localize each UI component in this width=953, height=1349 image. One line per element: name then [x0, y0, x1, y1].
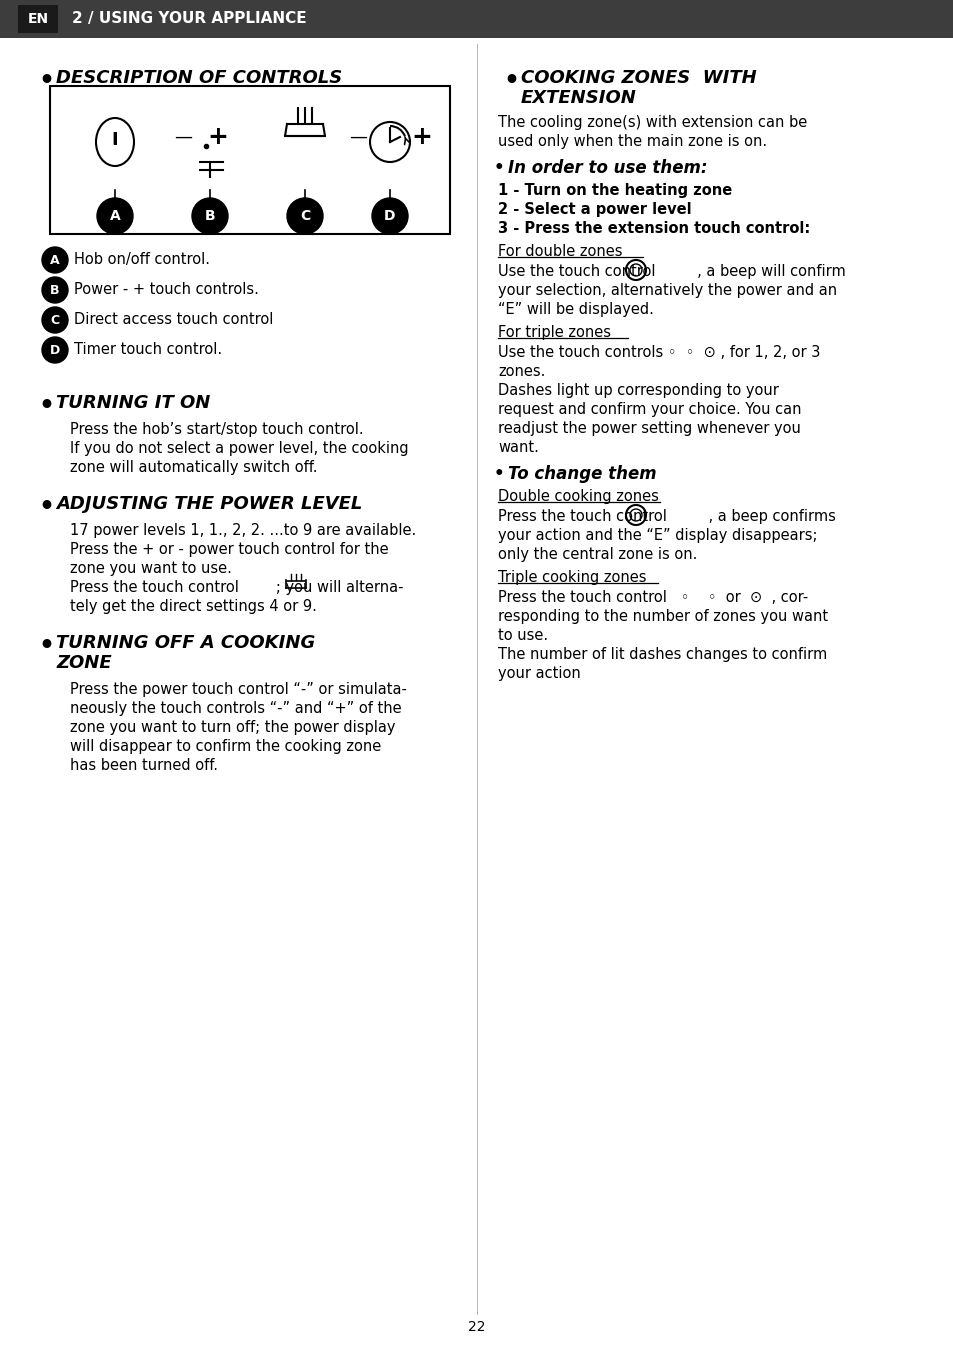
Circle shape — [42, 308, 68, 333]
Text: —: — — [349, 128, 367, 146]
Circle shape — [192, 198, 228, 233]
Text: readjust the power setting whenever you: readjust the power setting whenever you — [497, 421, 800, 436]
Text: Triple cooking zones: Triple cooking zones — [497, 571, 651, 585]
Text: The cooling zone(s) with extension can be: The cooling zone(s) with extension can b… — [497, 115, 806, 130]
Text: C: C — [299, 209, 310, 223]
Text: zones.: zones. — [497, 364, 545, 379]
Text: 2 / USING YOUR APPLIANCE: 2 / USING YOUR APPLIANCE — [71, 12, 306, 27]
Text: Double cooking zones: Double cooking zones — [497, 488, 659, 505]
Text: B: B — [205, 209, 215, 223]
Text: •: • — [494, 159, 504, 177]
Text: Direct access touch control: Direct access touch control — [74, 312, 274, 326]
Text: 3 - Press the extension touch control:: 3 - Press the extension touch control: — [497, 221, 809, 236]
Text: Dashes light up corresponding to your: Dashes light up corresponding to your — [497, 383, 778, 398]
Text: For double zones: For double zones — [497, 244, 622, 259]
Text: ADJUSTING THE POWER LEVEL: ADJUSTING THE POWER LEVEL — [56, 495, 362, 513]
Text: to use.: to use. — [497, 629, 548, 643]
Text: 1 - Turn on the heating zone: 1 - Turn on the heating zone — [497, 183, 732, 198]
Text: Timer touch control.: Timer touch control. — [74, 343, 222, 357]
Text: 17 power levels 1, 1., 2, 2. ...to 9 are available.: 17 power levels 1, 1., 2, 2. ...to 9 are… — [70, 523, 416, 538]
Text: Press the touch control         , a beep confirms: Press the touch control , a beep confirm… — [497, 509, 835, 523]
Text: Press the hob’s start/stop touch control.: Press the hob’s start/stop touch control… — [70, 422, 363, 437]
Text: In order to use them:: In order to use them: — [507, 159, 707, 177]
Text: request and confirm your choice. You can: request and confirm your choice. You can — [497, 402, 801, 417]
Text: want.: want. — [497, 440, 538, 455]
Text: •: • — [38, 634, 54, 658]
Text: Hob on/off control.: Hob on/off control. — [74, 252, 210, 267]
Text: zone you want to use.: zone you want to use. — [70, 561, 232, 576]
Text: tely get the direct settings 4 or 9.: tely get the direct settings 4 or 9. — [70, 599, 316, 614]
Text: +: + — [411, 125, 432, 148]
Text: neously the touch controls “-” and “+” of the: neously the touch controls “-” and “+” o… — [70, 701, 401, 716]
Text: Power - + touch controls.: Power - + touch controls. — [74, 282, 258, 297]
Text: •: • — [38, 495, 54, 519]
Text: 22: 22 — [468, 1321, 485, 1334]
FancyBboxPatch shape — [50, 86, 450, 233]
Circle shape — [42, 277, 68, 304]
Text: will disappear to confirm the cooking zone: will disappear to confirm the cooking zo… — [70, 739, 381, 754]
Text: If you do not select a power level, the cooking: If you do not select a power level, the … — [70, 441, 408, 456]
Text: EN: EN — [28, 12, 49, 26]
Text: only the central zone is on.: only the central zone is on. — [497, 546, 697, 563]
Text: used only when the main zone is on.: used only when the main zone is on. — [497, 134, 766, 148]
Text: responding to the number of zones you want: responding to the number of zones you wa… — [497, 608, 827, 625]
FancyBboxPatch shape — [0, 0, 953, 38]
Text: —: — — [173, 128, 192, 146]
Text: D: D — [384, 209, 395, 223]
Text: C: C — [51, 313, 59, 326]
Text: •: • — [38, 394, 54, 418]
Text: The number of lit dashes changes to confirm: The number of lit dashes changes to conf… — [497, 648, 826, 662]
Text: ZONE: ZONE — [56, 654, 112, 672]
Text: A: A — [51, 254, 60, 267]
Text: +: + — [208, 125, 228, 148]
Text: DESCRIPTION OF CONTROLS: DESCRIPTION OF CONTROLS — [56, 69, 342, 86]
FancyBboxPatch shape — [18, 5, 58, 32]
Text: “E” will be displayed.: “E” will be displayed. — [497, 302, 653, 317]
Text: Press the touch control   ◦    ◦  or  ⊙  , cor-: Press the touch control ◦ ◦ or ⊙ , cor- — [497, 590, 807, 604]
Text: TURNING IT ON: TURNING IT ON — [56, 394, 211, 411]
Text: COOKING ZONES  WITH: COOKING ZONES WITH — [520, 69, 756, 86]
Text: 2 - Select a power level: 2 - Select a power level — [497, 202, 691, 217]
Text: zone will automatically switch off.: zone will automatically switch off. — [70, 460, 317, 475]
Text: •: • — [38, 69, 54, 93]
Text: TURNING OFF A COOKING: TURNING OFF A COOKING — [56, 634, 314, 652]
Text: your selection, alternatively the power and an: your selection, alternatively the power … — [497, 283, 836, 298]
Text: D: D — [50, 344, 60, 356]
Text: EXTENSION: EXTENSION — [520, 89, 637, 107]
Text: •: • — [494, 465, 504, 483]
Circle shape — [42, 247, 68, 272]
Circle shape — [42, 337, 68, 363]
Text: Press the + or - power touch control for the: Press the + or - power touch control for… — [70, 542, 388, 557]
Text: Press the touch control        ; you will alterna-: Press the touch control ; you will alter… — [70, 580, 403, 595]
Text: your action: your action — [497, 666, 580, 681]
Text: For triple zones: For triple zones — [497, 325, 615, 340]
Text: B: B — [51, 283, 60, 297]
Circle shape — [287, 198, 323, 233]
Text: zone you want to turn off; the power display: zone you want to turn off; the power dis… — [70, 720, 395, 735]
Text: Use the touch controls ◦  ◦  ⊙ , for 1, 2, or 3: Use the touch controls ◦ ◦ ⊙ , for 1, 2,… — [497, 345, 820, 360]
Text: To change them: To change them — [507, 465, 656, 483]
Circle shape — [97, 198, 132, 233]
Circle shape — [372, 198, 408, 233]
Text: A: A — [110, 209, 120, 223]
Text: •: • — [502, 69, 518, 93]
Text: your action and the “E” display disappears;: your action and the “E” display disappea… — [497, 527, 817, 544]
Text: Use the touch control         , a beep will confirm: Use the touch control , a beep will conf… — [497, 264, 845, 279]
Text: Press the power touch control “-” or simulata-: Press the power touch control “-” or sim… — [70, 683, 406, 697]
Text: I: I — [112, 131, 118, 148]
Text: has been turned off.: has been turned off. — [70, 758, 218, 773]
